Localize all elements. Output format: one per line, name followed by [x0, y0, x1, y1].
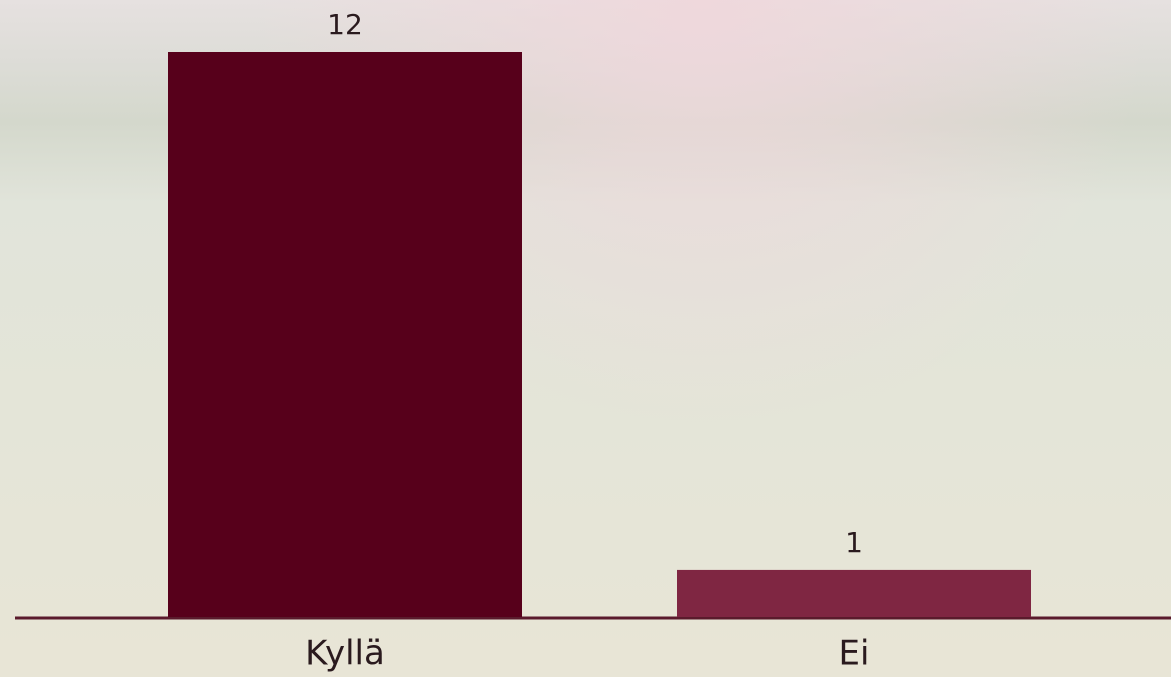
x-tick-label: Ei — [839, 634, 870, 674]
bar — [168, 52, 522, 617]
bar — [677, 569, 1031, 617]
value-label: 1 — [845, 526, 863, 559]
x-tick-label: Kyllä — [305, 634, 385, 674]
value-label: 12 — [327, 8, 363, 41]
